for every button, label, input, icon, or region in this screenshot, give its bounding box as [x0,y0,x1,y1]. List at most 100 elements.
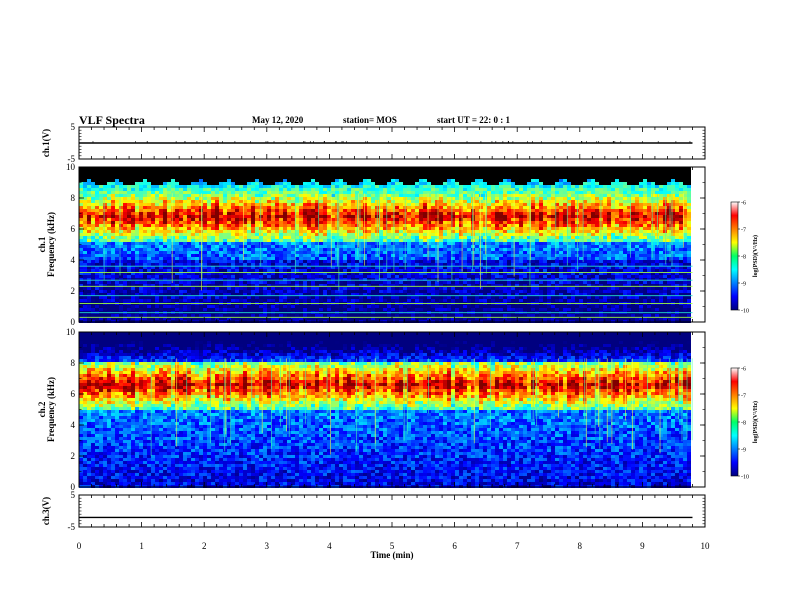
ch1-spectrogram-cell [135,245,139,248]
ch1-spectrogram-cell [251,170,255,173]
ch1-spectrogram-cell [503,245,507,248]
ch1-spectrogram-cell [539,224,543,227]
ch1-spectrogram-cell [679,200,683,203]
ch1-spectrogram-cell [683,179,687,182]
ch1-spectrogram-cell [535,245,539,248]
ch1-spectrogram-cell [507,197,511,200]
ch1-spectrogram-cell [127,233,131,236]
ch1-spectrogram-cell [247,209,251,212]
ch1-spectrogram-cell [235,167,239,170]
ch1-spectrogram-cell [567,176,571,179]
ch1-spectrogram-cell [199,245,203,248]
ch1-spectrogram-cell [659,251,663,254]
ch1-spectrogram-cell [579,239,583,242]
ch1-spectrogram-cell [147,176,151,179]
ch1-spectrogram-cell [483,185,487,188]
ch1-spectrogram-cell [283,251,287,254]
ch1-spectrogram-cell [155,236,159,239]
ch1-spectrogram-cell [251,176,255,179]
ch1-spectrogram-cell [263,224,267,227]
ch1-spectrogram-cell [635,224,639,227]
ch1-spectrogram-cell [519,203,523,206]
ch1-spectrogram-cell [655,212,659,215]
ch1-spectrogram-cell [247,197,251,200]
ch1-spectrogram-cell [503,185,507,188]
ch1-spectrogram-cell [675,248,679,251]
ch1-spectrogram-cell [523,200,527,203]
ch1-spectrogram-cell [623,212,627,215]
ch1-spectrogram-cell [459,200,463,203]
ch1-spectrogram-cell [423,179,427,182]
ch1-spectrogram-cell [283,221,287,224]
ch1-spectrogram-cell [419,257,423,260]
ch1-spectrogram-cell [347,194,351,197]
ch1-spectrogram-cell [371,176,375,179]
ch1-spectrogram-cell [371,194,375,197]
ch1-spectrogram-cell [275,230,279,233]
ch1-spectrogram-cell [271,215,275,218]
ch1-spectrogram-cell [163,191,167,194]
ch1-spectrogram-cell [383,209,387,212]
ch1-spectrogram-cell [311,167,315,170]
ch1-spectrogram-cell [311,239,315,242]
ch1-spectrogram-cell [391,197,395,200]
ch1-spectrogram-cell [519,194,523,197]
ch1-spectrogram-cell [155,239,159,242]
ch1-spectrogram-cell [211,176,215,179]
ch1-spectrogram-cell [367,212,371,215]
ch1-spectrogram-cell [335,188,339,191]
ch1-spectrogram-cell [543,224,547,227]
ch1-spectrogram-cell [171,224,175,227]
ch1-spectrogram-cell [603,221,607,224]
ch1-spectrogram-cell [511,242,515,245]
ch1-spectrogram-cell [203,188,207,191]
ch1-spectrogram-cell [231,245,235,248]
ch1-spectrogram-cell [131,191,135,194]
ch1-spectrogram-cell [423,176,427,179]
ch1-spectrogram-cell [463,176,467,179]
ch1-spectrogram-cell [575,242,579,245]
ch1-spectrogram-cell [603,224,607,227]
ch1-spectrogram-cell [567,227,571,230]
ch1-spectrogram-cell [459,179,463,182]
ch1-spectrogram-cell [623,233,627,236]
ch1-spectrogram-cell [551,236,555,239]
ch1-spectrogram-cell [639,179,643,182]
ch1-spectrogram-cell [123,215,127,218]
ch1-spectrogram-cell [135,197,139,200]
ch1-spectrogram-cell [95,206,99,209]
ch1-spectrogram-cell [247,257,251,260]
ch1-spectrogram-cell [195,230,199,233]
ch1-spectrogram-cell [659,191,663,194]
ch1-spectrogram-cell [551,248,555,251]
ch1-spectrogram-cell [111,179,115,182]
ch1-spectrogram-cell [427,242,431,245]
ch1-spectrogram-cell [527,215,531,218]
ch1-spectrogram-cell [107,227,111,230]
ch1-spectrogram-cell [395,215,399,218]
ch1-spectrogram-cell [523,194,527,197]
ch1-spectrogram-cell [135,242,139,245]
ch1-spectrogram-cell [535,248,539,251]
ch1-spectrogram-cell [171,206,175,209]
ch1-spectrogram-cell [511,167,515,170]
ch1-spectrogram-cell [135,188,139,191]
ch1-spectrogram-cell [635,251,639,254]
ch1-spectrogram-cell [383,218,387,221]
ch1-spectrogram-cell [183,233,187,236]
ch1-spectrogram-cell [187,203,191,206]
ch1-spectrogram-cell [267,206,271,209]
ch1-spectrogram-cell [655,179,659,182]
ch1-spectrogram-cell [363,209,367,212]
ch1-spectrogram-cell [123,218,127,221]
ch1-spectrogram-cell [155,197,159,200]
ch1-spectrogram-cell [555,197,559,200]
ch1-spectrogram-cell [519,248,523,251]
ch1-spectrogram-cell [411,230,415,233]
ch1-spectrogram-cell [291,260,295,263]
ch1-spectrogram-cell [339,257,343,260]
ch1-spectrogram-cell [387,173,391,176]
ch1-spectrogram-cell [115,188,119,191]
ch1-spectrogram-cell [171,182,175,185]
ch1-spectrogram-cell [131,167,135,170]
